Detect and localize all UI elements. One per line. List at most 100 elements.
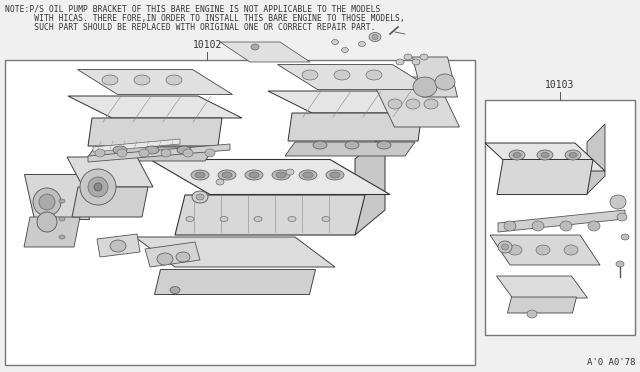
Text: WITH HICAS. THERE FORE,IN ORDER TO INSTALL THIS BARE ENGINE TO THOSE MODELS,: WITH HICAS. THERE FORE,IN ORDER TO INSTA… xyxy=(5,14,404,23)
Polygon shape xyxy=(497,276,588,298)
Ellipse shape xyxy=(134,75,150,85)
Ellipse shape xyxy=(39,194,55,210)
Polygon shape xyxy=(88,144,230,162)
Ellipse shape xyxy=(616,261,624,267)
Ellipse shape xyxy=(342,48,349,52)
Polygon shape xyxy=(288,113,422,141)
Ellipse shape xyxy=(254,217,262,221)
Ellipse shape xyxy=(286,169,294,175)
Ellipse shape xyxy=(388,99,402,109)
Ellipse shape xyxy=(537,150,553,160)
Ellipse shape xyxy=(288,217,296,221)
Bar xyxy=(5,60,475,365)
Polygon shape xyxy=(285,142,415,156)
Polygon shape xyxy=(145,242,200,267)
Ellipse shape xyxy=(245,170,263,180)
Ellipse shape xyxy=(435,74,455,90)
Ellipse shape xyxy=(117,149,127,157)
Ellipse shape xyxy=(372,35,378,39)
Ellipse shape xyxy=(177,146,191,154)
Ellipse shape xyxy=(406,99,420,109)
Ellipse shape xyxy=(527,310,537,318)
Ellipse shape xyxy=(588,221,600,231)
Ellipse shape xyxy=(396,59,404,65)
Ellipse shape xyxy=(366,70,382,80)
Ellipse shape xyxy=(59,217,65,221)
Ellipse shape xyxy=(322,217,330,221)
Ellipse shape xyxy=(412,59,420,65)
Ellipse shape xyxy=(560,221,572,231)
Polygon shape xyxy=(24,217,80,247)
Ellipse shape xyxy=(509,150,525,160)
Ellipse shape xyxy=(313,141,327,149)
Polygon shape xyxy=(77,70,232,94)
Polygon shape xyxy=(72,187,148,217)
Text: 10103: 10103 xyxy=(545,80,575,90)
Ellipse shape xyxy=(216,179,224,185)
Ellipse shape xyxy=(498,241,512,253)
Ellipse shape xyxy=(404,54,412,60)
Ellipse shape xyxy=(251,44,259,50)
Ellipse shape xyxy=(332,39,339,45)
Ellipse shape xyxy=(220,217,228,221)
Polygon shape xyxy=(490,235,600,265)
Polygon shape xyxy=(97,234,140,257)
Ellipse shape xyxy=(358,42,365,46)
Ellipse shape xyxy=(205,149,215,157)
Ellipse shape xyxy=(145,146,159,154)
Polygon shape xyxy=(355,134,385,235)
Ellipse shape xyxy=(176,252,190,262)
Ellipse shape xyxy=(502,244,509,250)
Ellipse shape xyxy=(377,141,391,149)
Ellipse shape xyxy=(59,235,65,239)
Ellipse shape xyxy=(139,149,149,157)
Ellipse shape xyxy=(183,149,193,157)
Ellipse shape xyxy=(249,172,259,178)
Ellipse shape xyxy=(88,177,108,197)
Polygon shape xyxy=(508,297,577,313)
Polygon shape xyxy=(220,42,310,62)
Ellipse shape xyxy=(569,153,577,157)
Ellipse shape xyxy=(110,240,126,252)
Polygon shape xyxy=(154,269,316,295)
Ellipse shape xyxy=(272,170,290,180)
Ellipse shape xyxy=(166,75,182,85)
Polygon shape xyxy=(150,160,390,195)
Ellipse shape xyxy=(196,194,204,200)
Polygon shape xyxy=(268,91,442,113)
Ellipse shape xyxy=(113,146,127,154)
Ellipse shape xyxy=(564,245,578,255)
Ellipse shape xyxy=(621,234,629,240)
Ellipse shape xyxy=(303,172,313,178)
Ellipse shape xyxy=(565,150,581,160)
Ellipse shape xyxy=(95,149,105,157)
Polygon shape xyxy=(371,77,460,127)
Text: A'0 A0'78: A'0 A0'78 xyxy=(587,358,635,367)
Ellipse shape xyxy=(513,153,521,157)
Ellipse shape xyxy=(541,153,549,157)
Ellipse shape xyxy=(157,253,173,265)
Ellipse shape xyxy=(369,32,381,42)
Ellipse shape xyxy=(170,286,180,294)
Ellipse shape xyxy=(37,212,57,232)
Ellipse shape xyxy=(617,213,627,221)
Text: SUCH PART SHOULD BE REPLACED WITH ORIGINAL ONE OR CORRECT REPAIR PART.: SUCH PART SHOULD BE REPLACED WITH ORIGIN… xyxy=(5,23,376,32)
Polygon shape xyxy=(135,237,335,267)
Polygon shape xyxy=(278,64,433,90)
Ellipse shape xyxy=(222,172,232,178)
Ellipse shape xyxy=(345,141,359,149)
Ellipse shape xyxy=(33,188,61,216)
Ellipse shape xyxy=(536,245,550,255)
Ellipse shape xyxy=(302,70,318,80)
Ellipse shape xyxy=(413,77,437,97)
Ellipse shape xyxy=(276,172,286,178)
Polygon shape xyxy=(85,147,215,161)
Ellipse shape xyxy=(218,170,236,180)
Ellipse shape xyxy=(420,54,428,60)
Ellipse shape xyxy=(102,75,118,85)
Polygon shape xyxy=(413,57,458,97)
Polygon shape xyxy=(68,96,242,118)
Ellipse shape xyxy=(610,195,626,209)
Text: 10102: 10102 xyxy=(193,40,222,50)
Ellipse shape xyxy=(59,199,65,203)
